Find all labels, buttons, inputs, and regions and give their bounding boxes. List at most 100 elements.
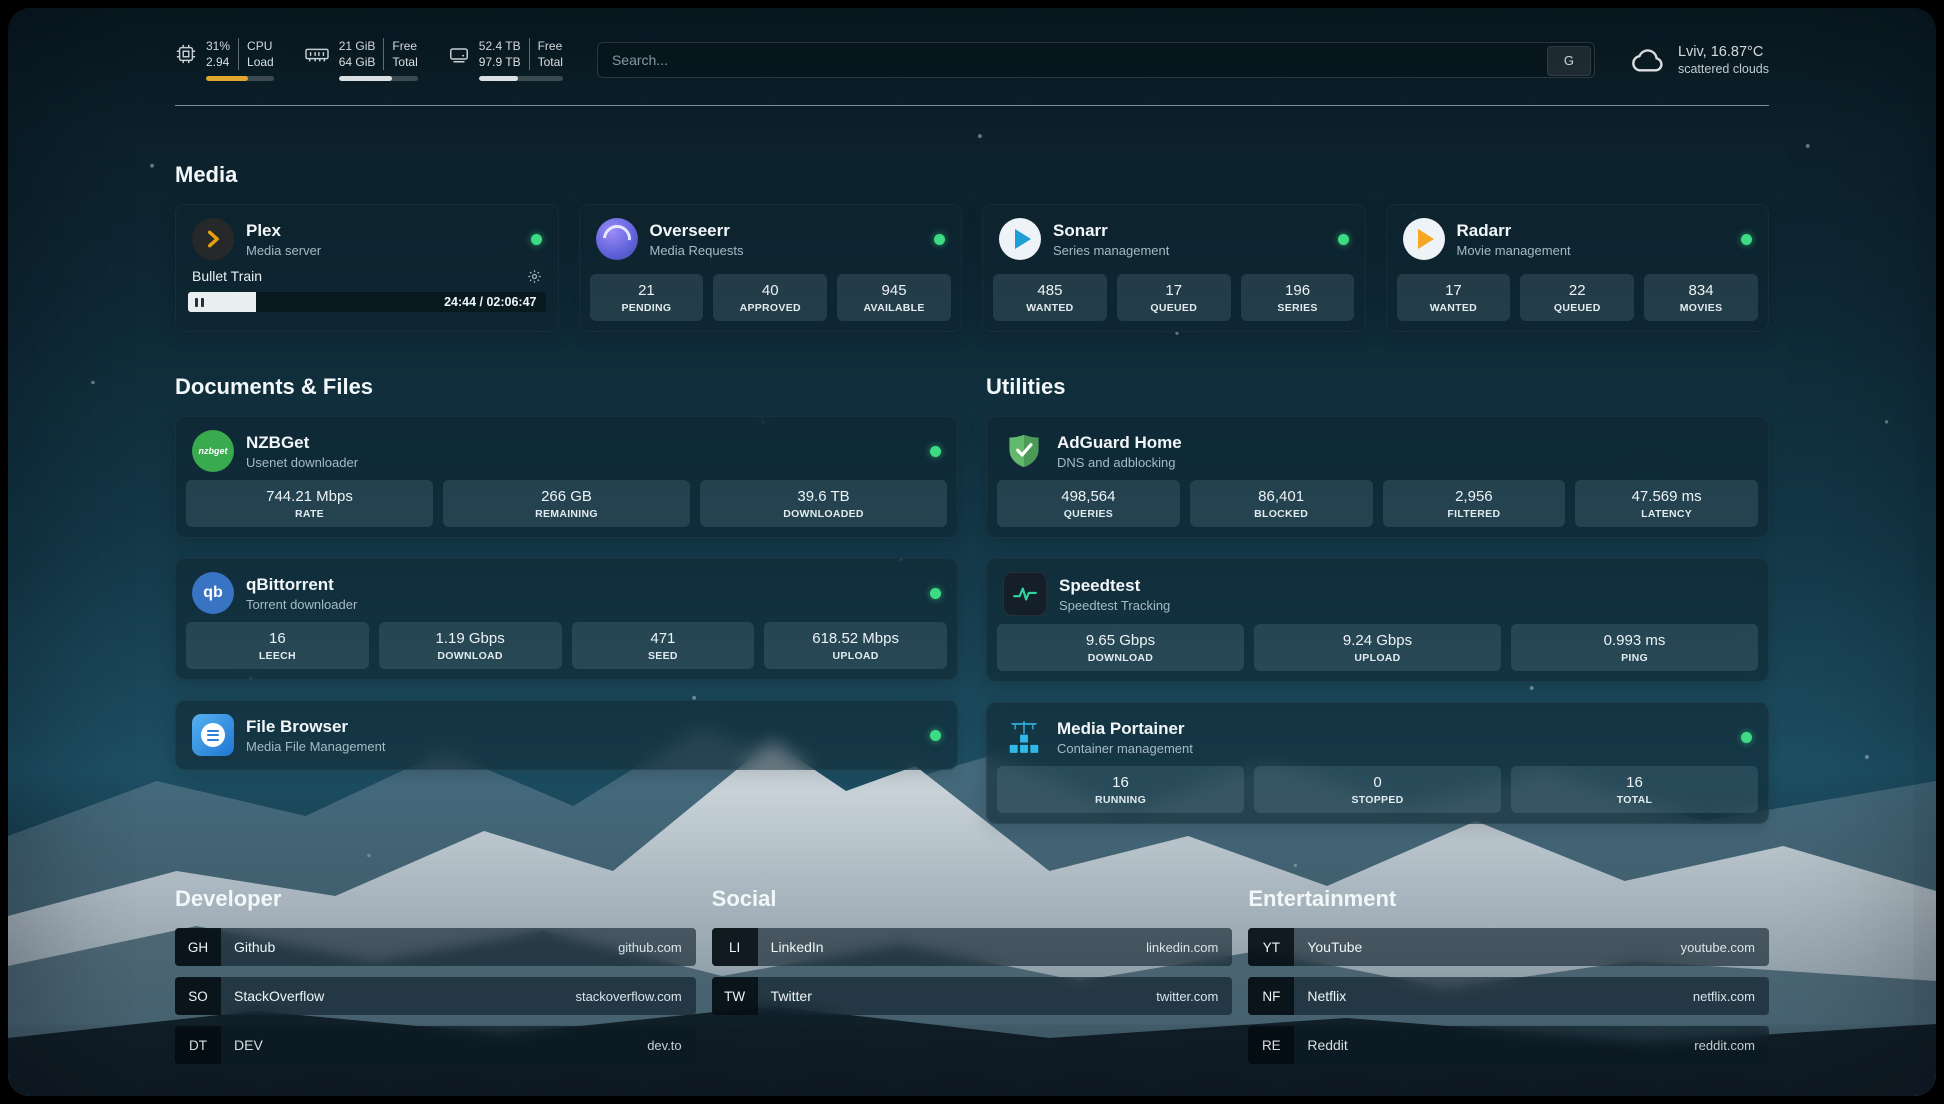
plex-progress-bar[interactable]: 24:44 / 02:06:47 [188, 292, 546, 312]
search-engine-button[interactable]: G [1547, 46, 1591, 76]
overseerr-card[interactable]: Overseerr Media Requests 21 PENDING 40 A… [579, 204, 963, 332]
stat-tile: 9.24 Gbps UPLOAD [1254, 624, 1501, 671]
filebrowser-card[interactable]: File Browser Media File Management [175, 700, 958, 770]
stat-value: 266 GB [447, 488, 686, 505]
system-stats: 31% 2.94 CPU Load [175, 38, 563, 81]
bookmark-abbr: RE [1248, 1026, 1294, 1064]
cpu-load: 2.94 [206, 54, 230, 70]
memory-label-top: Free [392, 38, 417, 54]
disk-stat-values: 52.4 TB 97.9 TB [479, 38, 521, 70]
stat-value: 485 [997, 282, 1103, 299]
stat-label: DOWNLOAD [1001, 652, 1240, 664]
settings-gear-icon[interactable] [527, 269, 542, 284]
stat-label: FILTERED [1387, 508, 1562, 520]
bookmark-abbr: SO [175, 977, 221, 1015]
bookmark-youtube[interactable]: YT YouTube youtube.com [1248, 928, 1769, 966]
bookmark-github[interactable]: GH Github github.com [175, 928, 696, 966]
plex-card[interactable]: Plex Media server Bullet Train [175, 204, 559, 332]
stat-tile: 17 WANTED [1397, 274, 1511, 321]
portainer-card[interactable]: Media Portainer Container management 16 … [986, 702, 1769, 824]
app-subtitle: Usenet downloader [246, 455, 358, 470]
search-bar: G [597, 42, 1595, 78]
sonarr-card-header: Sonarr Series management [983, 205, 1365, 268]
stat-tile: 196 SERIES [1241, 274, 1355, 321]
disk-stat-body: 52.4 TB 97.9 TB Free Total [479, 38, 563, 81]
stat-value: 618.52 Mbps [768, 630, 943, 647]
dashboard-page: 31% 2.94 CPU Load [8, 8, 1936, 1096]
bookmark-twitter[interactable]: TW Twitter twitter.com [712, 977, 1233, 1015]
stat-tile: 0.993 ms PING [1511, 624, 1758, 671]
now-playing-title: Bullet Train [192, 268, 262, 284]
bookmark-name: Twitter [771, 988, 812, 1004]
section-utilities: Utilities [986, 374, 1769, 824]
nzbget-stats: 744.21 Mbps RATE 266 GB REMAINING 39.6 T… [176, 480, 957, 537]
app-subtitle: Series management [1053, 243, 1169, 258]
stat-label: DOWNLOAD [383, 650, 558, 662]
qbittorrent-card[interactable]: qb qBittorrent Torrent downloader 16 [175, 558, 958, 680]
stat-value: 47.569 ms [1579, 488, 1754, 505]
search-input[interactable] [597, 42, 1595, 78]
bookmark-linkedin[interactable]: LI LinkedIn linkedin.com [712, 928, 1233, 966]
stat-value: 945 [841, 282, 947, 299]
plex-now-playing-row: Bullet Train [176, 268, 558, 284]
disk-icon [448, 43, 470, 65]
stat-tile: 0 STOPPED [1254, 766, 1501, 813]
bookmark-netflix[interactable]: NF Netflix netflix.com [1248, 977, 1769, 1015]
stat-tile: 744.21 Mbps RATE [186, 480, 433, 527]
stat-tile: 485 WANTED [993, 274, 1107, 321]
bookmark-stackoverflow[interactable]: SO StackOverflow stackoverflow.com [175, 977, 696, 1015]
status-dot [531, 234, 542, 245]
speedtest-card[interactable]: Speedtest Speedtest Tracking 9.65 Gbps D… [986, 558, 1769, 682]
bookmarks-area: Developer GH Github github.com SO StackO… [175, 886, 1769, 1075]
radarr-card-header: Radarr Movie management [1387, 205, 1769, 268]
section-title-media: Media [175, 162, 1769, 188]
stat-label: REMAINING [447, 508, 686, 520]
weather-condition: scattered clouds [1678, 62, 1769, 76]
radarr-stats: 17 WANTED 22 QUEUED 834 MOVIES [1387, 274, 1769, 331]
bookmark-url: linkedin.com [1146, 940, 1218, 955]
app-name: AdGuard Home [1057, 433, 1182, 453]
section-social: Social LI LinkedIn linkedin.com TW Twitt… [712, 886, 1233, 1075]
disk-label-top: Free [538, 38, 563, 54]
section-title-social: Social [712, 886, 1233, 912]
stat-label: QUERIES [1001, 508, 1176, 520]
stat-tile: 945 AVAILABLE [837, 274, 951, 321]
pause-icon[interactable] [195, 298, 204, 307]
adguard-meta: AdGuard Home DNS and adblocking [1057, 433, 1182, 471]
stat-tile: 471 SEED [572, 622, 755, 669]
bookmark-name: DEV [234, 1037, 263, 1053]
nzbget-card[interactable]: nzbget NZBGet Usenet downloader 744.21 M… [175, 416, 958, 538]
bookmark-name: Netflix [1307, 988, 1346, 1004]
stat-label: LATENCY [1579, 508, 1754, 520]
app-subtitle: Speedtest Tracking [1059, 598, 1170, 613]
status-dot [1741, 732, 1752, 743]
stat-label: WANTED [997, 302, 1103, 314]
stat-label: AVAILABLE [841, 302, 947, 314]
bookmark-reddit[interactable]: RE Reddit reddit.com [1248, 1026, 1769, 1064]
portainer-icon [1003, 716, 1045, 758]
disk-stat-columns: 52.4 TB 97.9 TB Free Total [479, 38, 563, 70]
bookmark-url: dev.to [647, 1038, 681, 1053]
bookmark-dev[interactable]: DT DEV dev.to [175, 1026, 696, 1064]
plex-card-header: Plex Media server [176, 205, 558, 268]
section-title-utilities: Utilities [986, 374, 1769, 400]
nzbget-card-header: nzbget NZBGet Usenet downloader [176, 417, 957, 480]
stat-value: 0.993 ms [1515, 632, 1754, 649]
memory-stat-columns: 21 GiB 64 GiB Free Total [339, 38, 418, 70]
app-name: Overseerr [650, 221, 744, 241]
radarr-card[interactable]: Radarr Movie management 17 WANTED 22 QUE… [1386, 204, 1770, 332]
sonarr-stats: 485 WANTED 17 QUEUED 196 SERIES [983, 274, 1365, 331]
stat-value: 16 [1515, 774, 1754, 791]
bookmark-url: stackoverflow.com [575, 989, 681, 1004]
stat-value: 86,401 [1194, 488, 1369, 505]
stat-value: 21 [594, 282, 700, 299]
sonarr-card[interactable]: Sonarr Series management 485 WANTED 17 Q… [982, 204, 1366, 332]
plex-icon [192, 218, 234, 260]
bookmark-url: github.com [618, 940, 682, 955]
overseerr-stats: 21 PENDING 40 APPROVED 945 AVAILABLE [580, 274, 962, 331]
stat-label: RUNNING [1001, 794, 1240, 806]
playback-time: 24:44 / 02:06:47 [444, 295, 545, 309]
cpu-stat-values: 31% 2.94 [206, 38, 230, 70]
adguard-card[interactable]: AdGuard Home DNS and adblocking 498,564 … [986, 416, 1769, 538]
bookmark-name: Reddit [1307, 1037, 1347, 1053]
